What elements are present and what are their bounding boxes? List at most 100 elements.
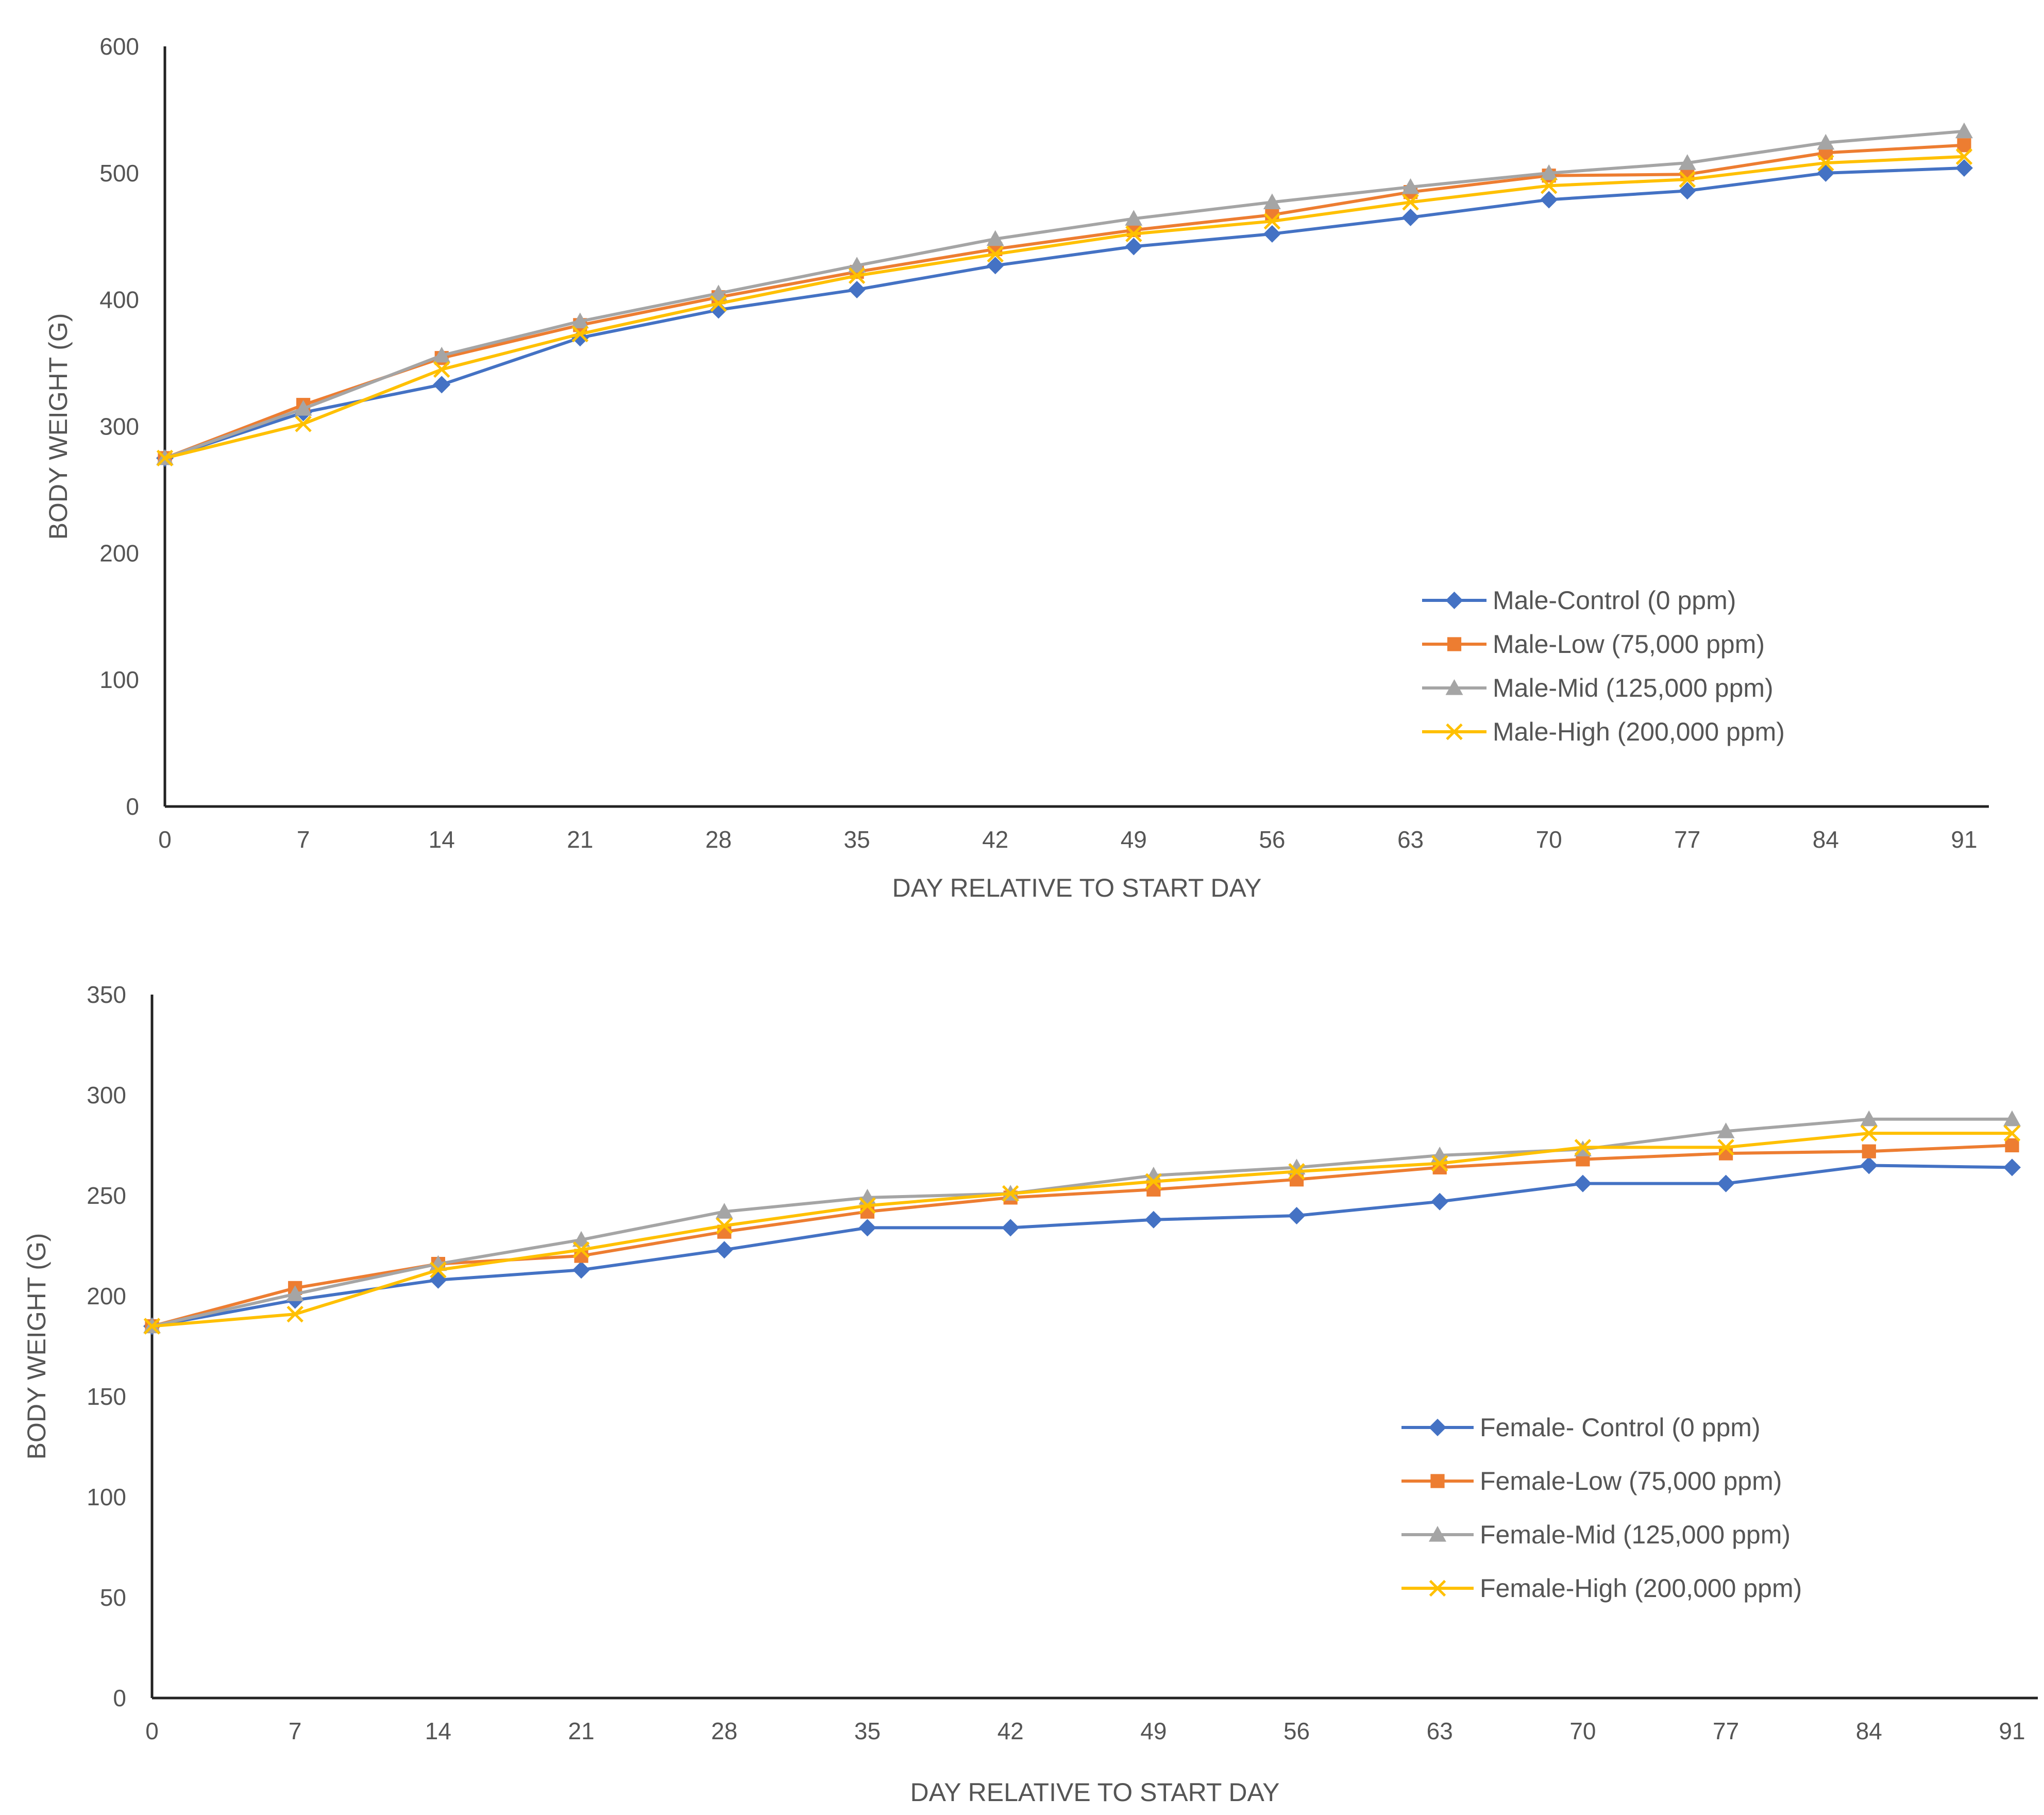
x-tick-label: 28 — [711, 1718, 737, 1744]
legend-label: Female-Low (75,000 ppm) — [1480, 1467, 1782, 1495]
legend-marker — [1445, 679, 1463, 695]
x-tick-label: 42 — [982, 826, 1008, 853]
data-point — [1574, 1139, 1592, 1156]
legend-marker — [1446, 723, 1463, 741]
data-point — [430, 1262, 447, 1279]
y-tick-label: 250 — [87, 1182, 126, 1209]
data-point — [433, 346, 451, 363]
legend-label: Male-Mid (125,000 ppm) — [1493, 674, 1773, 702]
data-point — [1955, 122, 1973, 139]
series-x — [156, 148, 1973, 467]
legend-item: Male-Control (0 ppm) — [1422, 586, 1736, 615]
x-tick-label: 91 — [1999, 1718, 2025, 1744]
data-point — [986, 230, 1004, 246]
x-axis-title: DAY RELATIVE TO START DAY — [892, 873, 1262, 902]
data-point — [1717, 1174, 1735, 1192]
x-tick-label: 63 — [1397, 826, 1424, 853]
data-point — [1955, 159, 1973, 177]
data-point — [1263, 213, 1281, 230]
legend-marker — [1447, 637, 1462, 651]
legend-label: Male-Low (75,000 ppm) — [1493, 630, 1765, 659]
data-point — [2003, 1110, 2021, 1127]
data-point — [848, 281, 866, 298]
data-point — [1431, 1192, 1449, 1211]
data-point — [1401, 208, 1420, 226]
series-line — [151, 1117, 2012, 1328]
data-point — [571, 312, 589, 329]
legend: Female- Control (0 ppm) Female-Low (75,00… — [1401, 1413, 1802, 1603]
data-point — [710, 284, 728, 300]
x-tick-label: 70 — [1569, 1718, 1596, 1744]
data-point — [433, 376, 451, 394]
y-tick-label: 200 — [99, 540, 139, 566]
series-line — [151, 1164, 2013, 1328]
legend-marker — [1429, 1419, 1446, 1436]
legend-item: Female-Mid (125,000 ppm) — [1401, 1520, 1790, 1549]
y-tick-label: 0 — [126, 793, 139, 820]
legend-item: Female-Low (75,000 ppm) — [1401, 1467, 1782, 1495]
data-point — [848, 267, 866, 284]
data-point — [286, 1285, 304, 1301]
data-point — [429, 1271, 447, 1289]
legend: Male-Control (0 ppm) Male-Low (75,000 ppm… — [1422, 586, 1785, 746]
x-tick-label: 49 — [1121, 826, 1147, 853]
series-diamond — [156, 159, 1973, 467]
data-point — [294, 400, 312, 416]
x-tick-label: 28 — [705, 826, 732, 853]
data-point — [1540, 191, 1558, 209]
series-line — [164, 155, 1965, 460]
x-tick-label: 70 — [1536, 826, 1562, 853]
data-point — [1679, 171, 1696, 188]
data-point — [1288, 1207, 1306, 1224]
data-point — [433, 361, 450, 378]
legend-marker — [1445, 592, 1463, 609]
data-point — [1002, 1219, 1020, 1237]
data-point — [143, 1318, 161, 1335]
data-point — [987, 245, 1004, 263]
male-body-weight-chart: 0 100 200 300 400 500 600 0 7 14 21 28 35 42 49 56 63 70… — [44, 33, 1989, 902]
series-line — [151, 1132, 2012, 1328]
legend-label: Female-High (200,000 ppm) — [1480, 1574, 1802, 1603]
data-point — [1957, 138, 1971, 153]
data-point — [715, 1203, 733, 1219]
y-tick-label: 0 — [113, 1685, 126, 1711]
data-point — [1574, 1174, 1592, 1192]
data-point — [1817, 154, 1834, 172]
x-tick-label: 84 — [1856, 1718, 1882, 1744]
data-point — [1817, 133, 1835, 150]
x-tick-label: 14 — [425, 1718, 451, 1744]
x-tick-labels: 0 7 14 21 28 35 42 49 56 63 70 77 84 91 — [158, 826, 1977, 853]
data-point — [1402, 194, 1419, 211]
data-point — [1401, 178, 1420, 194]
series-group — [156, 122, 1973, 467]
data-point — [1145, 1173, 1162, 1190]
legend-marker — [1430, 1474, 1445, 1488]
data-point — [1431, 1155, 1448, 1172]
legend-marker — [1429, 1579, 1446, 1597]
y-tick-label: 600 — [99, 33, 139, 60]
y-tick-label: 50 — [100, 1584, 126, 1611]
data-point — [715, 1241, 733, 1259]
data-point — [986, 257, 1004, 275]
data-point — [1678, 182, 1696, 200]
y-tick-label: 300 — [99, 413, 139, 440]
y-tick-label: 400 — [99, 287, 139, 313]
data-point — [1263, 225, 1281, 243]
data-point — [1002, 1185, 1019, 1202]
data-point — [1717, 1122, 1735, 1138]
x-tick-label: 49 — [1140, 1718, 1167, 1744]
x-tick-label: 42 — [998, 1718, 1024, 1744]
series-square — [145, 1138, 2019, 1334]
x-tick-label: 56 — [1283, 1718, 1310, 1744]
y-tick-label: 200 — [87, 1283, 126, 1309]
x-tick-label: 91 — [1951, 826, 1977, 853]
female-body-weight-chart: 0 50 100 150 200 250 300 350 0 7 14 21 28 35 42 49 56 63… — [22, 981, 2038, 1807]
y-tick-labels: 0 50 100 150 200 250 300 350 — [87, 981, 126, 1711]
data-point — [1144, 1211, 1162, 1229]
data-point — [1955, 148, 1973, 165]
x-tick-label: 77 — [1674, 826, 1700, 853]
legend-item: Female- Control (0 ppm) — [1401, 1413, 1761, 1442]
x-tick-label: 14 — [429, 826, 455, 853]
x-tick-label: 56 — [1259, 826, 1285, 853]
